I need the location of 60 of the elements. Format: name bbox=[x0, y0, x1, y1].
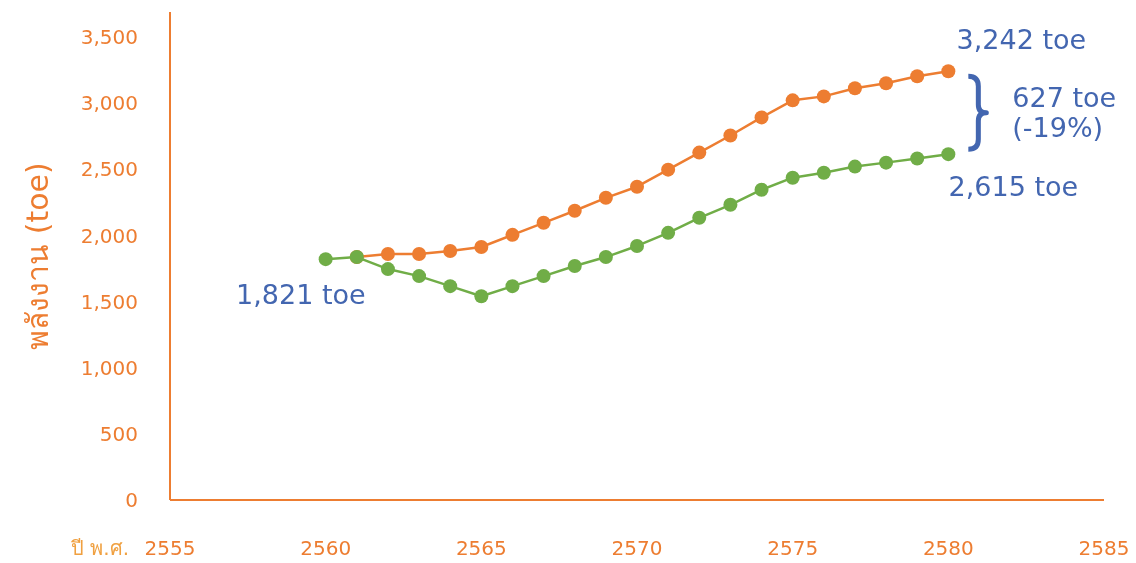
point bbox=[567, 259, 582, 274]
point bbox=[910, 69, 925, 84]
y-tick-label: 500 bbox=[99, 421, 138, 446]
point bbox=[380, 262, 395, 277]
x-tick-label: 2585 bbox=[1078, 536, 1130, 560]
point bbox=[598, 250, 613, 265]
point bbox=[380, 247, 395, 262]
y-tick-label: 0 bbox=[125, 488, 138, 512]
point bbox=[847, 159, 862, 174]
point bbox=[598, 190, 613, 205]
point bbox=[723, 197, 738, 212]
point bbox=[474, 289, 489, 304]
y-tick-label: 1,000 bbox=[80, 355, 138, 380]
point bbox=[692, 145, 707, 160]
point bbox=[816, 89, 831, 104]
point bbox=[754, 110, 769, 125]
x-tick-label: 2570 bbox=[611, 536, 663, 560]
point bbox=[754, 182, 769, 197]
y-tick-label: 1,500 bbox=[80, 289, 138, 314]
x-tick-label: 2560 bbox=[300, 536, 352, 560]
point bbox=[505, 279, 520, 294]
point bbox=[536, 269, 551, 284]
point bbox=[412, 247, 427, 262]
point bbox=[847, 81, 862, 96]
point bbox=[661, 225, 676, 240]
point bbox=[910, 151, 925, 166]
annotation: 1,821 toe bbox=[236, 279, 366, 311]
point bbox=[318, 252, 333, 267]
x-tick-label: 2565 bbox=[455, 536, 507, 560]
y-tick-label: 2,500 bbox=[80, 157, 138, 182]
point bbox=[536, 215, 551, 230]
point bbox=[941, 64, 956, 79]
point bbox=[941, 147, 956, 162]
x-tick-label: 2580 bbox=[922, 536, 974, 560]
point bbox=[443, 243, 458, 258]
point bbox=[412, 269, 427, 284]
y-axis-title: พลังงาน (toe) bbox=[20, 162, 55, 350]
point bbox=[661, 162, 676, 177]
y-tick-label: 2,000 bbox=[80, 223, 138, 248]
x-tick-label: 2555 bbox=[144, 536, 196, 560]
y-tick-label: 3,000 bbox=[80, 91, 138, 116]
point bbox=[879, 155, 894, 170]
point bbox=[505, 227, 520, 242]
x-axis-title: ปี พ.ศ. bbox=[70, 536, 130, 560]
point bbox=[879, 76, 894, 91]
point bbox=[630, 238, 644, 253]
point bbox=[443, 279, 458, 294]
annotation: 3,242 toe bbox=[956, 24, 1087, 56]
annotation: 2,615 toe bbox=[948, 171, 1079, 203]
point bbox=[567, 203, 582, 218]
point bbox=[630, 179, 644, 194]
y-tick-label: 3,500 bbox=[80, 25, 138, 50]
point bbox=[723, 128, 738, 143]
annotation: 627 toe (-19%) bbox=[1012, 81, 1117, 143]
point bbox=[692, 210, 707, 225]
point bbox=[785, 93, 800, 108]
point bbox=[816, 165, 831, 180]
point bbox=[474, 240, 489, 255]
x-tick-label: 2575 bbox=[767, 536, 819, 560]
point bbox=[785, 170, 800, 185]
